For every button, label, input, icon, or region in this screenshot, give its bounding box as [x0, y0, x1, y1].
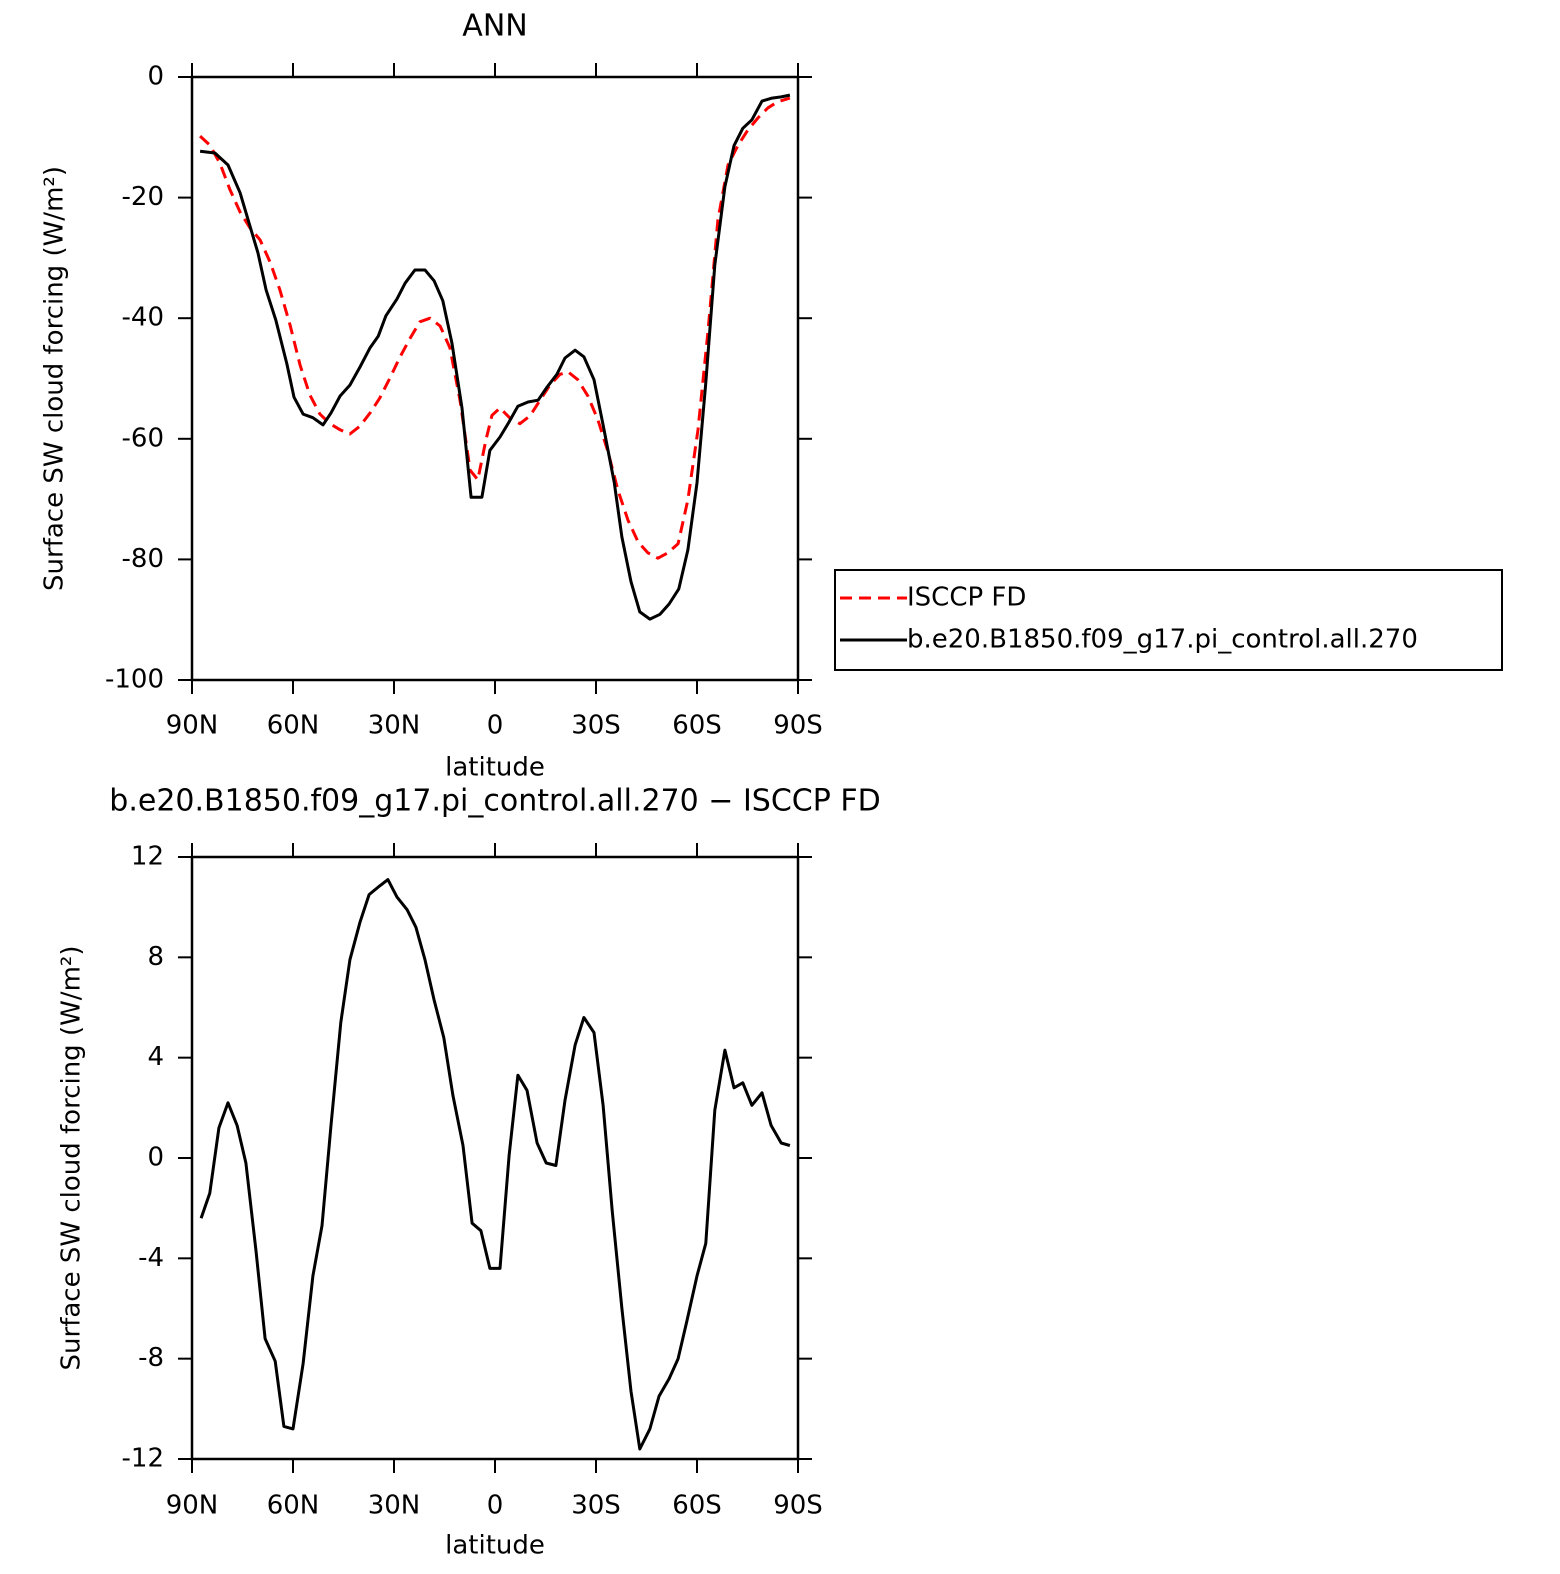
x-tick-label: 30S	[571, 711, 621, 741]
legend-label: ISCCP FD	[907, 583, 1026, 613]
y-tick-label: 8	[147, 942, 164, 972]
x-tick-label: 90S	[773, 711, 823, 741]
y-tick-label: -60	[122, 423, 164, 453]
y-tick-label: -100	[105, 665, 164, 695]
y-tick-label: 4	[147, 1042, 164, 1072]
y-tick-label: 12	[131, 842, 164, 872]
x-tick-label: 60S	[672, 711, 722, 741]
y-axis-label: Surface SW cloud forcing (W/m²)	[40, 166, 70, 591]
data-line	[199, 96, 791, 560]
y-tick-label: -8	[138, 1343, 164, 1373]
plot-frame	[190, 75, 800, 682]
data-line	[199, 878, 791, 1451]
x-tick-label: 30N	[368, 711, 421, 741]
y-tick-label: -20	[122, 182, 164, 212]
x-tick-label: 60S	[672, 1491, 722, 1521]
x-tick-label: 60N	[267, 711, 320, 741]
chart-title: b.e20.B1850.f09_g17.pi_control.all.270 −…	[109, 784, 880, 819]
x-tick-label: 90N	[166, 711, 219, 741]
x-tick-label: 30N	[368, 1491, 421, 1521]
legend-box	[834, 569, 1503, 671]
y-tick-label: -12	[122, 1444, 164, 1474]
x-tick-label: 90N	[166, 1491, 219, 1521]
x-tick-label: 30S	[571, 1491, 621, 1521]
y-axis-label: Surface SW cloud forcing (W/m²)	[57, 946, 87, 1371]
x-tick-label: 90S	[773, 1491, 823, 1521]
y-tick-label: -80	[122, 544, 164, 574]
x-axis-label: latitude	[445, 753, 545, 783]
data-line	[199, 93, 791, 621]
plot-frame	[190, 855, 800, 1461]
y-tick-label: 0	[147, 1143, 164, 1173]
x-axis-label: latitude	[445, 1531, 545, 1561]
legend-label: b.e20.B1850.f09_g17.pi_control.all.270	[907, 625, 1418, 655]
x-tick-label: 0	[487, 1491, 504, 1521]
y-tick-label: 0	[147, 62, 164, 92]
x-tick-label: 0	[487, 711, 504, 741]
x-tick-label: 60N	[267, 1491, 320, 1521]
y-tick-label: -40	[122, 303, 164, 333]
y-tick-label: -4	[138, 1243, 164, 1273]
chart-title: ANN	[462, 9, 527, 44]
